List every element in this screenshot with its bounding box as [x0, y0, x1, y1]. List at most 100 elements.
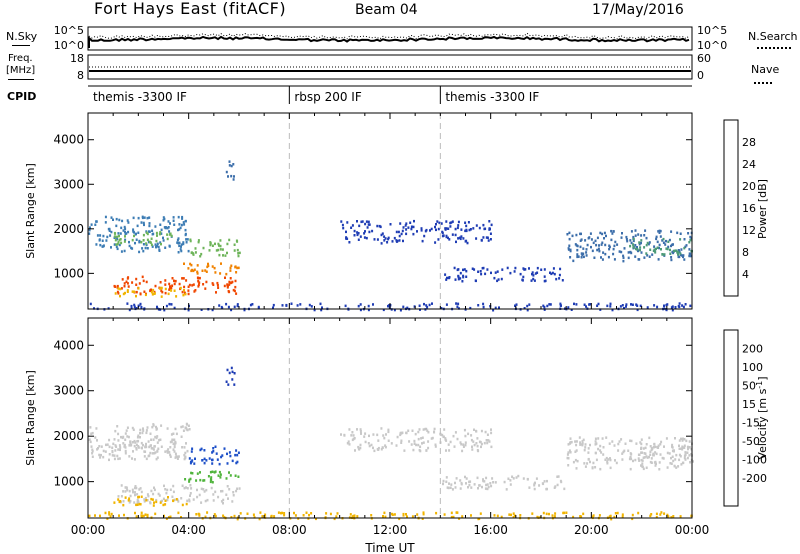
echo-cell: [373, 449, 376, 453]
echo-cell: [688, 454, 691, 457]
echo-cell: [619, 305, 622, 308]
echo-cell: [583, 303, 586, 306]
echo-cell: [446, 276, 448, 280]
echo-cell: [231, 500, 234, 503]
nsearch-trace: [88, 32, 690, 40]
echo-cell: [627, 449, 630, 452]
echo-cell: [137, 304, 140, 307]
echo-cell: [131, 457, 133, 460]
echo-cell: [670, 516, 673, 519]
echo-cell: [208, 249, 211, 252]
echo-cell: [467, 221, 470, 224]
echo-cell: [272, 306, 274, 309]
echo-cell: [367, 442, 370, 445]
echo-cell: [435, 511, 438, 515]
echo-cell: [138, 488, 141, 491]
echo-cell: [580, 256, 583, 259]
echo-cell: [117, 457, 120, 461]
echo-cell: [421, 442, 423, 445]
echo-cell: [675, 466, 678, 469]
echo-cell: [363, 435, 366, 438]
echo-cell: [202, 283, 205, 286]
echo-cell: [223, 284, 226, 288]
echo-cell: [371, 229, 374, 233]
echo-cell: [210, 476, 213, 479]
echo-cell: [384, 445, 387, 449]
echo-cell: [140, 306, 143, 309]
echo-cell: [162, 503, 165, 507]
echo-cell: [686, 456, 689, 460]
velocity-colorbar-tick: -15: [742, 417, 760, 430]
echo-cell: [576, 255, 579, 259]
power-colorbar-label: Power [dB]: [756, 179, 769, 239]
echo-cell: [181, 217, 184, 220]
echo-cell: [445, 439, 448, 442]
echo-cell: [158, 249, 161, 252]
echo-cell: [613, 444, 616, 447]
echo-cell: [514, 266, 517, 270]
echo-cell: [211, 458, 213, 462]
nave-tick-top: 60: [697, 52, 711, 65]
echo-cell: [639, 441, 642, 444]
echo-cell: [249, 303, 252, 307]
echo-cell: [91, 455, 94, 458]
echo-cell: [151, 293, 154, 296]
echo-cell: [128, 455, 131, 458]
echo-cell: [546, 304, 549, 308]
echo-cell: [426, 305, 429, 309]
echo-cell: [665, 239, 667, 243]
echo-cell: [412, 232, 415, 236]
echo-cell: [90, 223, 93, 226]
echo-cell: [116, 235, 119, 239]
echo-cell: [154, 435, 157, 439]
echo-cell: [634, 244, 637, 247]
echo-cell: [421, 517, 424, 520]
echo-cell: [140, 514, 143, 517]
echo-cell: [225, 380, 228, 383]
echo-cell: [106, 517, 109, 520]
echo-cell: [148, 216, 151, 219]
echo-cell: [126, 277, 129, 280]
echo-cell: [122, 292, 125, 296]
echo-cell: [89, 426, 92, 429]
echo-cell: [154, 284, 157, 288]
echo-cell: [419, 445, 422, 448]
echo-cell: [652, 453, 655, 457]
echo-cell: [496, 279, 499, 283]
echo-cell: [123, 513, 125, 517]
echo-cell: [625, 305, 627, 308]
echo-cell: [146, 493, 149, 496]
echo-cell: [168, 516, 170, 519]
echo-cell: [137, 439, 140, 443]
echo-cell: [600, 243, 603, 246]
echo-cell: [602, 453, 605, 456]
echo-cell: [611, 440, 614, 443]
echo-cell: [222, 498, 225, 502]
echo-cell: [111, 446, 114, 449]
echo-cell: [123, 445, 126, 448]
echo-cell: [402, 226, 405, 229]
echo-cell: [154, 225, 157, 228]
echo-cell: [608, 247, 611, 251]
echo-cell: [214, 490, 217, 494]
echo-cell: [207, 262, 209, 266]
echo-cell: [117, 432, 120, 436]
echo-cell: [134, 241, 136, 245]
echo-cell: [654, 460, 657, 464]
echo-cell: [393, 308, 396, 312]
echo-cell: [111, 449, 114, 453]
echo-cell: [285, 304, 288, 307]
echo-cell: [632, 235, 635, 239]
echo-cell: [574, 440, 577, 443]
echo-cell: [468, 480, 471, 484]
echo-cell: [443, 513, 446, 516]
echo-cell: [259, 511, 262, 514]
echo-cell: [164, 488, 167, 491]
echo-cell: [231, 370, 234, 374]
echo-cell: [135, 238, 138, 241]
echo-cell: [159, 281, 162, 284]
echo-cell: [644, 229, 647, 232]
echo-cell: [152, 424, 155, 427]
echo-cell: [214, 514, 217, 518]
echo-cell: [192, 269, 195, 273]
